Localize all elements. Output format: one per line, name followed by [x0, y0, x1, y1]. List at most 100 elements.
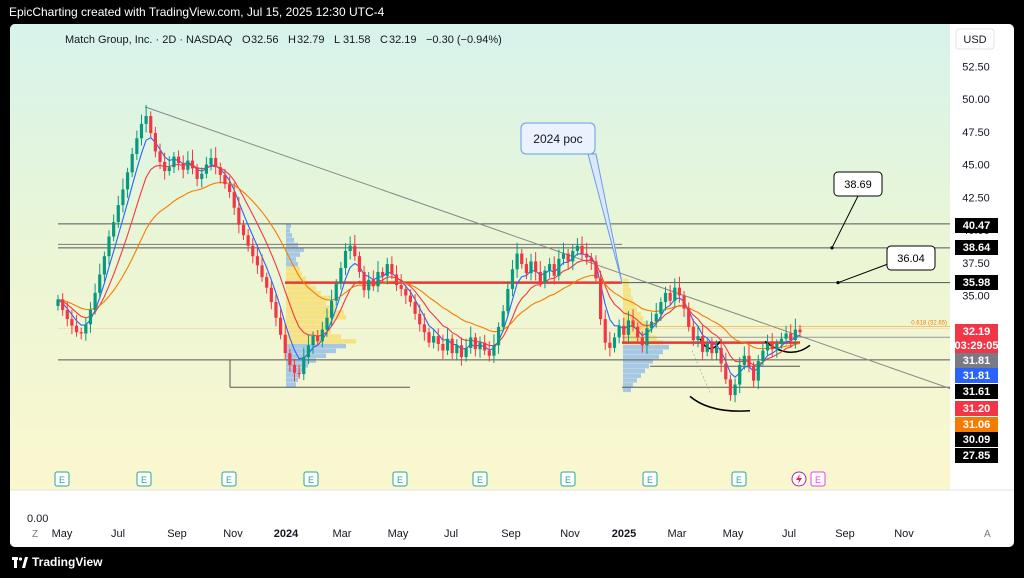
- price-tags: 40.47 38.64 35.98 32.19 03:29:05 31.81 31.81 31…: [954, 218, 999, 463]
- candle-body: [520, 253, 524, 265]
- candle-body: [742, 355, 746, 365]
- lower-pane-value: 0.00: [27, 513, 48, 525]
- candle-body: [464, 347, 468, 358]
- volume-bar: [623, 297, 633, 302]
- candle-body: [441, 343, 445, 351]
- price-tag: [955, 275, 998, 290]
- volume-bar: [623, 368, 645, 374]
- x-tick-label: Sep: [501, 528, 521, 540]
- volume-bar: [286, 363, 308, 368]
- candle-body: [306, 345, 311, 358]
- currency-button[interactable]: [955, 28, 995, 50]
- candle-body: [84, 324, 88, 334]
- attribution-bar: EpicCharting created with TradingView.co…: [0, 0, 1024, 24]
- earnings-marker[interactable]: [136, 471, 152, 487]
- earnings-marker-label: E: [815, 475, 821, 485]
- earnings-marker[interactable]: [221, 471, 237, 487]
- candle-body: [752, 366, 756, 381]
- price-tag-label: 31.81: [963, 370, 991, 382]
- earnings-marker[interactable]: [54, 471, 70, 487]
- y-tick-label: 50.00: [962, 94, 990, 106]
- volume-bar: [623, 378, 637, 383]
- candle-body: [223, 174, 227, 185]
- volume-bar: [286, 324, 326, 330]
- candle-body: [691, 326, 695, 341]
- price-tag-label: 31.20: [963, 403, 991, 415]
- candle-body: [687, 308, 691, 327]
- volume-bar: [623, 363, 649, 369]
- candle-body: [144, 116, 148, 124]
- volume-bar: [623, 283, 629, 288]
- candle-body: [65, 309, 69, 320]
- time-axis[interactable]: May Jul Sep Nov 2024 Mar May Jul Sep Nov 2025 Mar Ma…: [52, 528, 915, 540]
- earnings-marker[interactable]: [560, 471, 576, 487]
- price-tag: [955, 368, 998, 383]
- tradingview-logo[interactable]: TradingView: [12, 555, 102, 569]
- volume-bar: [623, 302, 635, 307]
- candle-body: [107, 236, 111, 257]
- volume-bar: [286, 233, 292, 238]
- candle-body: [668, 292, 672, 301]
- candle-body: [260, 265, 264, 278]
- volume-bar: [286, 228, 290, 233]
- candle-body: [214, 157, 218, 168]
- target-box-text: 38.69: [844, 179, 872, 191]
- lower-pane: [10, 490, 950, 547]
- candle-body: [450, 338, 454, 354]
- price-chart[interactable]: 2024 poc 38.69 36.04 0.618 (32.65) E E E E E E E E…: [10, 24, 1014, 547]
- earnings-marker[interactable]: [472, 471, 488, 487]
- candle-body: [70, 319, 74, 326]
- candle-body: [775, 343, 779, 350]
- candle-body: [677, 287, 682, 296]
- candle-body: [696, 336, 700, 341]
- bottom-arc: [689, 395, 751, 412]
- candle-body: [575, 245, 579, 251]
- target-box-36-04: [886, 245, 936, 271]
- earnings-marker[interactable]: [731, 471, 747, 487]
- earnings-marker-label: E: [477, 475, 483, 485]
- y-tick-label: 52.50: [962, 61, 990, 73]
- candle-body: [195, 168, 199, 179]
- candle-body: [74, 325, 79, 333]
- candle-body: [399, 285, 403, 289]
- candle-body: [367, 279, 371, 291]
- earnings-marker[interactable]: [642, 471, 658, 487]
- candle-body: [594, 261, 598, 279]
- volume-bar: [286, 329, 331, 334]
- candle-body: [343, 250, 348, 268]
- candle-body: [251, 245, 255, 257]
- auto-scale-a[interactable]: A: [984, 529, 991, 540]
- candle-body: [557, 258, 561, 276]
- candle-body: [79, 332, 83, 334]
- price-tag-label: 27.85: [963, 450, 991, 462]
- candle-body: [636, 326, 640, 338]
- candle-body: [158, 151, 162, 162]
- earnings-marker[interactable]: [810, 471, 826, 487]
- volume-bar: [286, 305, 336, 310]
- candle-body: [288, 353, 292, 365]
- earnings-marker[interactable]: [392, 471, 408, 487]
- earnings-marker[interactable]: [303, 471, 319, 487]
- candle-body: [176, 156, 181, 164]
- candle-body: [701, 336, 705, 352]
- earnings-marker-label: E: [397, 475, 403, 485]
- candle-body: [125, 172, 130, 190]
- price-tag-label: 03:29:05: [954, 340, 998, 352]
- candle-body: [492, 345, 496, 356]
- candle-body: [200, 173, 204, 179]
- candles: [56, 105, 802, 403]
- x-tick-label: May: [723, 528, 744, 540]
- candle-body: [608, 342, 612, 348]
- candle-body: [362, 271, 366, 291]
- candle-body: [626, 320, 631, 335]
- candle-body: [139, 123, 144, 139]
- candle-body: [770, 343, 774, 350]
- volume-bar: [623, 321, 647, 326]
- volume-bar: [286, 266, 300, 272]
- volume-bar: [286, 295, 331, 301]
- timezone-z[interactable]: Z: [32, 529, 38, 540]
- candle-body: [510, 269, 515, 289]
- earnings-marker-label: E: [736, 475, 742, 485]
- candle-body: [408, 295, 413, 303]
